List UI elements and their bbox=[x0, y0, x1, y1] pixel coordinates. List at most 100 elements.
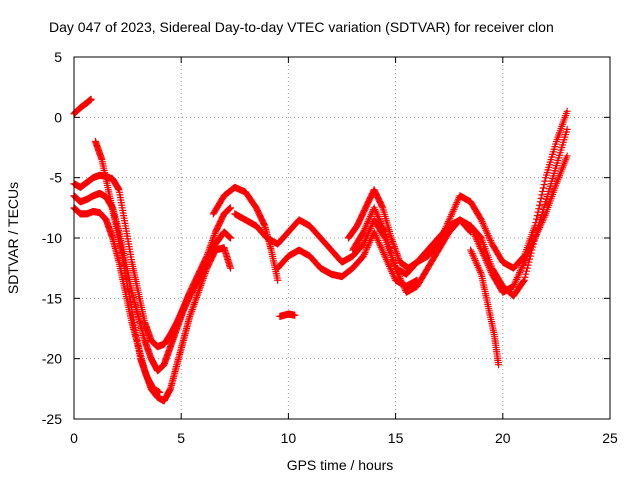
trace-marker bbox=[260, 221, 268, 229]
trace-marker bbox=[467, 248, 475, 256]
trace-marker bbox=[474, 239, 482, 247]
data-point bbox=[467, 246, 475, 254]
trace-marker bbox=[363, 245, 371, 253]
trace-marker bbox=[448, 209, 456, 217]
trace-marker bbox=[529, 237, 537, 245]
y-tick-label: -20 bbox=[42, 351, 62, 367]
trace-marker bbox=[470, 253, 478, 261]
trace-marker bbox=[483, 230, 491, 238]
trace-marker bbox=[453, 199, 461, 207]
trace-marker bbox=[359, 229, 367, 237]
trace-marker bbox=[379, 247, 387, 255]
trace-marker bbox=[198, 278, 206, 286]
trace-marker bbox=[522, 270, 530, 278]
trace-marker bbox=[477, 233, 485, 241]
y-tick-label: -15 bbox=[42, 290, 62, 306]
trace-marker bbox=[199, 276, 207, 284]
trace-marker bbox=[209, 235, 217, 243]
trace-marker bbox=[485, 263, 493, 271]
trace-marker bbox=[481, 255, 489, 263]
trace-marker bbox=[539, 187, 547, 195]
trace-marker bbox=[202, 268, 210, 276]
trace-marker bbox=[397, 276, 405, 284]
trace-marker bbox=[367, 211, 375, 219]
trace-marker bbox=[361, 225, 369, 233]
trace-marker bbox=[372, 207, 380, 215]
series-track-12 bbox=[467, 246, 503, 369]
trace-marker bbox=[483, 258, 491, 266]
data-point bbox=[370, 204, 378, 212]
x-tick-label: 5 bbox=[177, 430, 185, 446]
trace-marker bbox=[190, 300, 198, 308]
trace-marker bbox=[477, 244, 485, 252]
trace-marker bbox=[540, 213, 548, 221]
trace-marker bbox=[471, 232, 479, 240]
trace-marker bbox=[384, 259, 392, 267]
data-point bbox=[531, 234, 539, 242]
y-tick-label: -10 bbox=[42, 230, 62, 246]
trace-marker bbox=[390, 243, 398, 251]
tick-marks bbox=[73, 56, 611, 420]
trace-marker bbox=[480, 221, 488, 229]
series-track-13 bbox=[467, 152, 571, 296]
trace-marker bbox=[470, 255, 478, 263]
trace-marker bbox=[534, 227, 542, 235]
data-point bbox=[186, 312, 194, 320]
trace-marker bbox=[394, 253, 402, 261]
trace-marker bbox=[363, 221, 371, 229]
trace-marker bbox=[399, 281, 407, 289]
trace-marker bbox=[469, 251, 477, 259]
trace-marker bbox=[451, 204, 459, 212]
trace-marker bbox=[536, 224, 544, 232]
trace-marker bbox=[484, 262, 492, 270]
trace-marker bbox=[528, 241, 536, 249]
trace-marker bbox=[476, 243, 484, 251]
series-track-10 bbox=[344, 107, 571, 272]
trace-marker bbox=[374, 237, 382, 245]
trace-marker bbox=[363, 243, 371, 251]
x-axis-label: GPS time / hours bbox=[287, 457, 394, 473]
trace-marker bbox=[535, 205, 543, 213]
trace-marker bbox=[389, 237, 397, 245]
trace-marker bbox=[532, 215, 540, 223]
trace-marker bbox=[202, 266, 210, 274]
trace-marker bbox=[400, 283, 408, 291]
trace-marker bbox=[483, 260, 491, 268]
trace-marker bbox=[472, 234, 480, 242]
trace-marker bbox=[378, 203, 386, 211]
data-point bbox=[291, 311, 299, 319]
trace-marker bbox=[442, 223, 450, 231]
trace-marker bbox=[487, 268, 495, 276]
trace-marker bbox=[482, 256, 490, 264]
trace-marker bbox=[477, 215, 485, 223]
trace-marker bbox=[483, 228, 491, 236]
trace-marker bbox=[530, 236, 538, 244]
trace-marker bbox=[447, 212, 455, 220]
trace-marker bbox=[371, 206, 379, 214]
trace-marker bbox=[482, 226, 490, 234]
trace-marker bbox=[532, 232, 540, 240]
trace-marker bbox=[485, 233, 493, 241]
trace-marker bbox=[523, 267, 531, 275]
trace-marker bbox=[375, 214, 383, 222]
data-point bbox=[392, 264, 400, 272]
x-tick-label: 20 bbox=[495, 430, 511, 446]
trace-marker bbox=[365, 216, 373, 224]
trace-marker bbox=[450, 206, 458, 214]
trace-marker bbox=[376, 240, 384, 248]
data-point bbox=[359, 252, 367, 260]
trace-marker bbox=[395, 271, 403, 279]
trace-marker bbox=[486, 235, 494, 243]
trace-marker bbox=[478, 248, 486, 256]
trace-marker bbox=[364, 242, 372, 250]
data-point bbox=[156, 388, 164, 396]
data-point bbox=[381, 252, 389, 260]
trace-marker bbox=[376, 216, 384, 224]
trace-marker bbox=[518, 263, 526, 271]
trace-marker bbox=[366, 212, 374, 220]
trace-marker bbox=[197, 281, 205, 289]
trace-marker bbox=[519, 277, 527, 285]
data-point bbox=[495, 361, 503, 369]
trace-marker bbox=[372, 209, 380, 217]
trace-marker bbox=[199, 275, 207, 283]
